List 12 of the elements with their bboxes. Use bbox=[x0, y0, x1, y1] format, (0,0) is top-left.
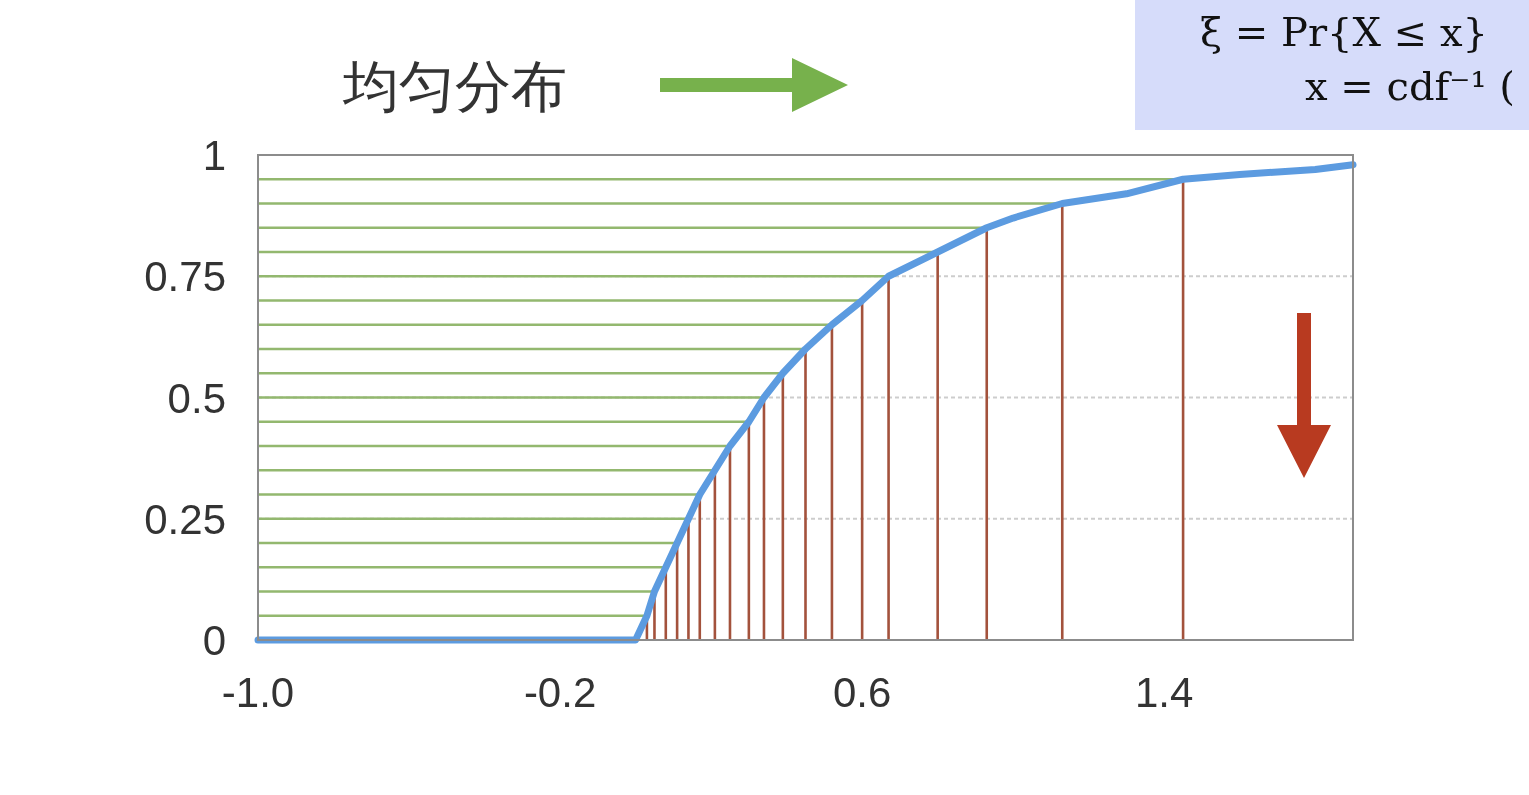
y-tick-label: 0.25 bbox=[144, 495, 226, 543]
text: x = cdf⁻¹ ( bbox=[1305, 63, 1515, 109]
x-tick-label: -0.2 bbox=[523, 669, 597, 716]
y-tick-label: 1 bbox=[202, 132, 226, 179]
x-tick-label: 1.4 bbox=[1135, 669, 1194, 716]
y-tick-label: 0.5 bbox=[167, 374, 226, 422]
y-tick-label: 0.75 bbox=[144, 253, 226, 301]
x-tick-label: 0.6 bbox=[832, 669, 892, 716]
chart-title: 均匀分布 bbox=[342, 55, 567, 118]
text: ξ = Pr{X ≤ x} bbox=[1200, 9, 1488, 55]
x-tick-label: -1.0 bbox=[221, 669, 295, 716]
y-tick-label: 0 bbox=[202, 617, 226, 664]
